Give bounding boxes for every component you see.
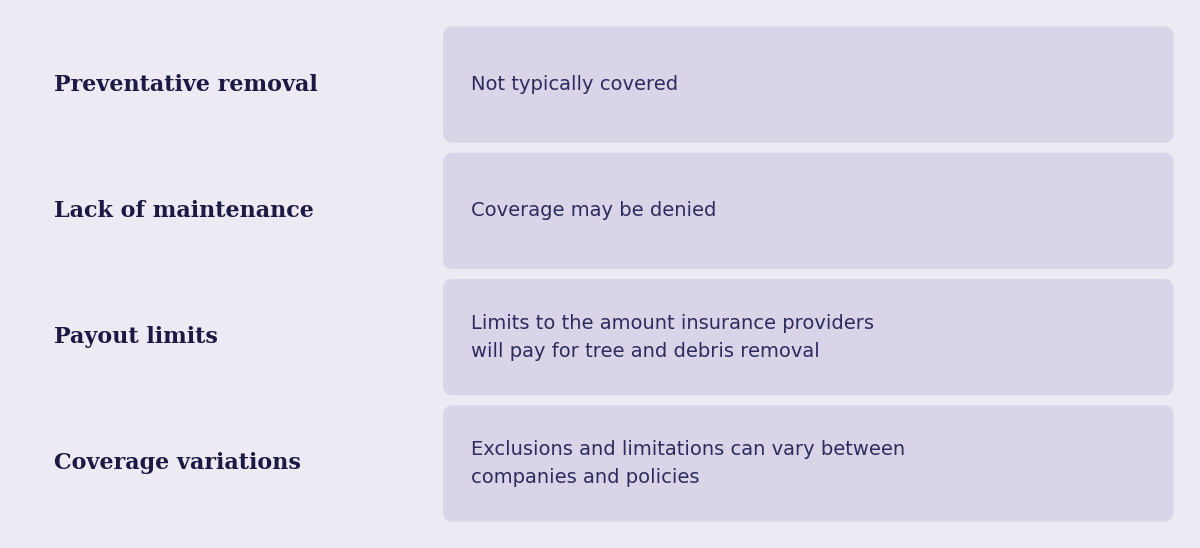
Text: Payout limits: Payout limits [54, 326, 218, 348]
Text: Not typically covered: Not typically covered [470, 75, 678, 94]
FancyBboxPatch shape [443, 153, 1174, 269]
FancyBboxPatch shape [26, 153, 433, 269]
FancyBboxPatch shape [26, 406, 433, 522]
Text: Coverage variations: Coverage variations [54, 453, 301, 475]
Text: Preventative removal: Preventative removal [54, 73, 318, 95]
Text: Exclusions and limitations can vary between
companies and policies: Exclusions and limitations can vary betw… [470, 440, 905, 487]
FancyBboxPatch shape [443, 406, 1174, 522]
FancyBboxPatch shape [443, 279, 1174, 395]
FancyBboxPatch shape [26, 26, 433, 142]
FancyBboxPatch shape [443, 26, 1174, 142]
Text: Lack of maintenance: Lack of maintenance [54, 200, 314, 222]
Text: Limits to the amount insurance providers
will pay for tree and debris removal: Limits to the amount insurance providers… [470, 313, 874, 361]
FancyBboxPatch shape [26, 279, 433, 395]
Text: Coverage may be denied: Coverage may be denied [470, 201, 716, 220]
